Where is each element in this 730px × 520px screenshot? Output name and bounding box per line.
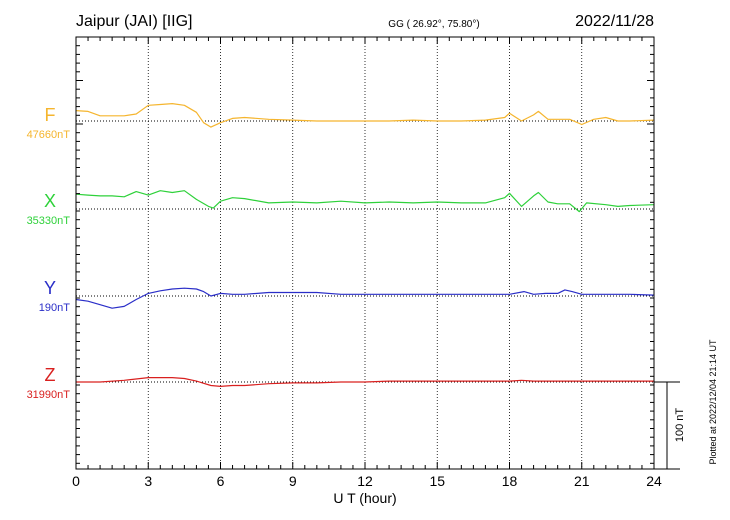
x-tick-label-12: 12 [357, 473, 373, 489]
x-tick-label-0: 0 [72, 473, 80, 489]
x-tick-label-6: 6 [217, 473, 225, 489]
series-name-z: Z [45, 365, 56, 385]
x-tick-label-24: 24 [646, 473, 662, 489]
series-baseline-label-x: 35330nT [27, 215, 71, 227]
series-name-f: F [45, 105, 56, 125]
series-name-y: Y [44, 278, 56, 298]
axis-ticks [75, 36, 655, 469]
vertical-gridlines [147, 37, 583, 469]
x-tick-label-3: 3 [144, 473, 152, 489]
series-baseline-label-f: 47660nT [27, 129, 71, 141]
x-tick-label-15: 15 [429, 473, 445, 489]
plotted-timestamp: Plotted at 2022/12/04 21:14 UT [708, 339, 718, 465]
x-tick-label-18: 18 [502, 473, 518, 489]
series-name-x: X [44, 191, 56, 211]
station-title: Jaipur (JAI) [IIG] [76, 13, 192, 30]
x-tick-label-9: 9 [289, 473, 297, 489]
x-tick-labels: 0 3 6 9 12 15 18 21 24 [72, 473, 662, 489]
series-line-z [76, 377, 654, 387]
series-line-y [75, 287, 655, 309]
chart-date: 2022/11/28 [575, 13, 654, 30]
series-baseline-label-z: 31990nT [27, 389, 71, 401]
scale-bar: 100 nT [654, 381, 686, 470]
series-baseline-label-y: 190nT [39, 302, 70, 314]
x-axis-label: U T (hour) [333, 490, 396, 506]
scale-bar-label: 100 nT [674, 408, 686, 443]
station-coordinates: GG ( 26.92°, 75.80°) [388, 19, 479, 30]
series-line-x [75, 190, 655, 213]
series-line-f [75, 102, 655, 128]
series-labels: F 47660nT X 35330nT Y 190nT Z 31990nT [27, 105, 71, 401]
x-tick-label-21: 21 [574, 473, 590, 489]
series-lines [75, 102, 655, 387]
